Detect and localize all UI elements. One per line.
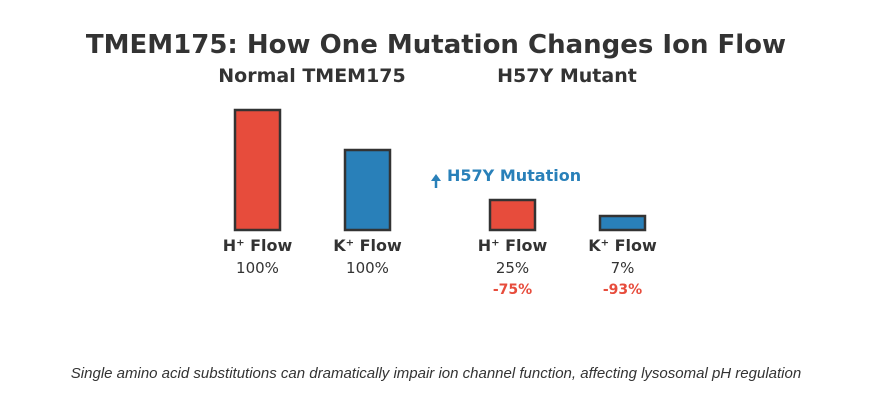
category-label: H⁺ Flow (478, 236, 548, 255)
category-label: K⁺ Flow (588, 236, 657, 255)
panel-title-normal: Normal TMEM175 (218, 65, 406, 87)
change-label: -93% (603, 282, 642, 298)
percent-label: 100% (346, 259, 389, 277)
mutation-arrow-icon (431, 174, 441, 188)
panel-title-mutant: H57Y Mutant (497, 65, 637, 87)
chart-footer: Single amino acid substitutions can dram… (71, 365, 801, 382)
bar-normal-k (343, 148, 392, 232)
percent-label: 100% (236, 259, 279, 277)
percent-label: 25% (496, 259, 529, 277)
chart-title: TMEM175: How One Mutation Changes Ion Fl… (86, 30, 786, 60)
bar-mutant-h (488, 198, 537, 232)
mutation-annotation: H57Y Mutation (447, 166, 581, 185)
bar-normal-h (233, 108, 282, 232)
bar-mutant-k (598, 214, 647, 232)
category-label: H⁺ Flow (223, 236, 293, 255)
percent-label: 7% (611, 259, 635, 277)
category-label: K⁺ Flow (333, 236, 402, 255)
change-label: -75% (493, 282, 532, 298)
